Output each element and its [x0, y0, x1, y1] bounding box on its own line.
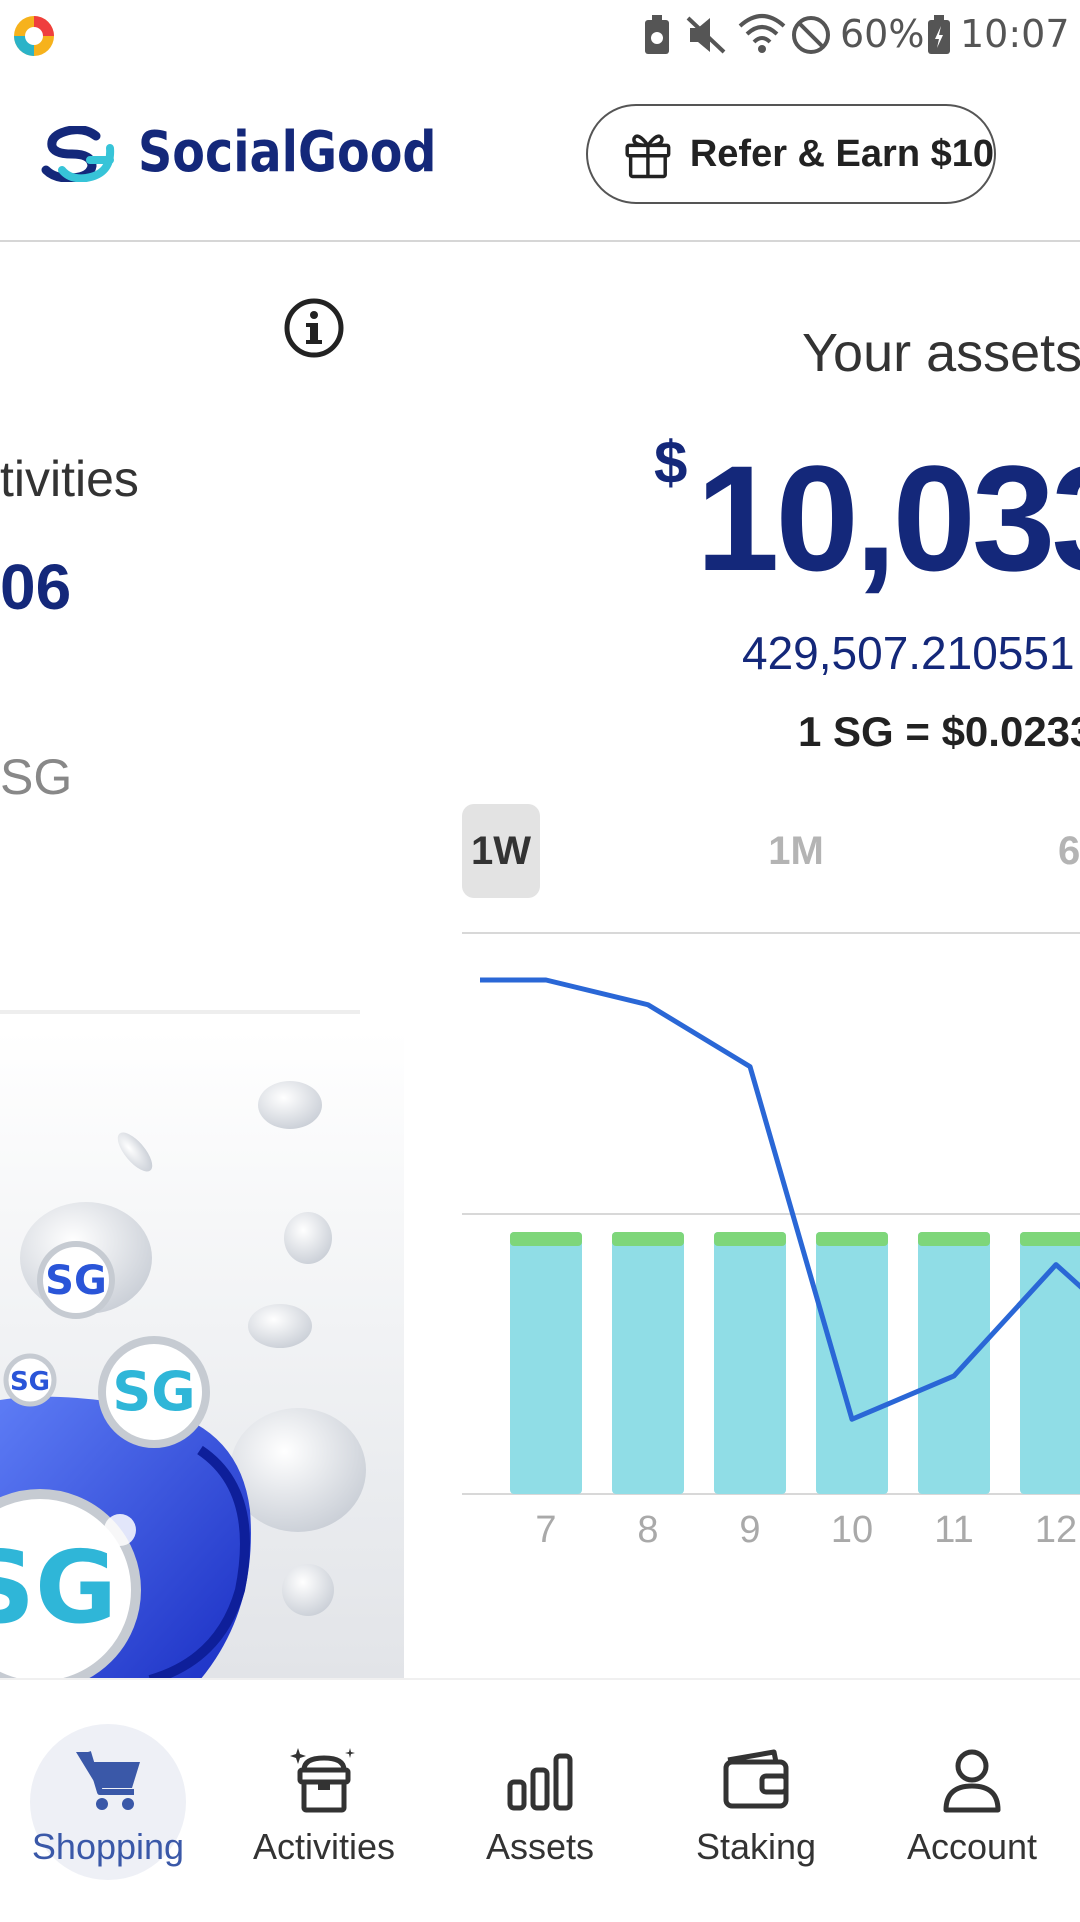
tabs-divider	[462, 932, 1080, 934]
tab-6m[interactable]: 6	[1058, 828, 1080, 873]
promo-banner[interactable]: SG SG SG SG	[0, 1030, 404, 1680]
nav-label-activities: Activities	[252, 1826, 396, 1867]
active-nav-highlight	[30, 1724, 186, 1880]
app-notification-icon	[14, 16, 54, 56]
exchange-rate: 1 SG = $0.0233	[798, 708, 1080, 755]
chart-bar	[918, 1232, 990, 1494]
chart-bar-cap	[918, 1232, 990, 1246]
x-tick-label: 10	[831, 1509, 873, 1551]
info-icon[interactable]	[282, 296, 346, 360]
chart-bar	[816, 1232, 888, 1494]
assets-value: 10,033	[696, 434, 1080, 602]
battery-percentage: 60%	[840, 12, 925, 56]
svg-text:SG: SG	[0, 1529, 117, 1646]
refer-earn-label: Refer & Earn $10	[689, 132, 994, 175]
nav-label-staking: Staking	[695, 1826, 817, 1867]
gift-icon	[625, 134, 671, 179]
refer-earn-button[interactable]: Refer & Earn $10	[586, 104, 996, 204]
chart-bar	[1020, 1232, 1080, 1494]
nav-assets[interactable]: Assets	[432, 1720, 648, 1890]
chart-bar-cap	[510, 1232, 582, 1246]
svg-text:SG: SG	[10, 1367, 50, 1397]
assets-title: Your assets	[802, 323, 1080, 383]
chart-bar-cap	[612, 1232, 684, 1246]
chart-bar-cap	[816, 1232, 888, 1246]
clock: 10:07	[960, 12, 1070, 56]
x-tick-label: 12	[1035, 1509, 1077, 1551]
x-tick-label: 9	[739, 1509, 760, 1551]
wifi-icon	[738, 14, 786, 53]
header-divider	[0, 240, 1080, 242]
nav-activities[interactable]: Activities	[216, 1720, 432, 1890]
nav-label-account: Account	[906, 1826, 1038, 1867]
person-icon	[943, 1749, 1001, 1813]
nav-label-assets: Assets	[485, 1826, 595, 1867]
nav-shopping[interactable]: Shopping	[0, 1720, 216, 1890]
nav-label-shopping: Shopping	[31, 1826, 185, 1867]
brand-name: SocialGood	[138, 120, 437, 185]
nav-account[interactable]: Account	[864, 1720, 1080, 1890]
cart-icon	[76, 1751, 140, 1810]
gift-box-icon	[290, 1748, 355, 1813]
x-tick-label: 8	[637, 1509, 658, 1551]
activities-label: tivities	[0, 451, 139, 507]
left-card-divider	[0, 1010, 360, 1014]
bar-chart-icon	[507, 1753, 573, 1811]
activities-unit: SG	[0, 749, 73, 805]
mute-icon	[686, 16, 726, 54]
tab-1w[interactable]: 1W	[462, 804, 540, 898]
chart-bar-cap	[714, 1232, 786, 1246]
wallet-icon	[723, 1749, 789, 1809]
chart-bar	[612, 1232, 684, 1494]
sg-token-amount: 429,507.210551	[742, 627, 1075, 679]
battery-saver-icon	[645, 15, 669, 54]
tab-1m[interactable]: 1M	[768, 828, 824, 873]
x-tick-label: 11	[934, 1509, 973, 1551]
chart-bar	[510, 1232, 582, 1494]
svg-text:SG: SG	[112, 1360, 195, 1423]
nav-staking[interactable]: Staking	[648, 1720, 864, 1890]
battery-icon	[928, 15, 950, 54]
assets-chart: 7 8 9 10 11 12	[462, 977, 1080, 1551]
chart-bar-cap	[1020, 1232, 1080, 1246]
activities-value: 06	[0, 551, 72, 623]
svg-text:SG: SG	[45, 1258, 107, 1304]
chart-bar	[714, 1232, 786, 1494]
chart-line-series	[480, 977, 1080, 1422]
sg-coins-illustration: SG SG SG SG	[0, 1081, 366, 1680]
x-tick-label: 7	[535, 1509, 556, 1551]
currency-symbol: $	[654, 429, 688, 496]
blocked-icon	[792, 16, 830, 54]
status-bar: 60% 10:07	[0, 0, 1080, 70]
socialgood-logo-icon	[41, 126, 115, 182]
